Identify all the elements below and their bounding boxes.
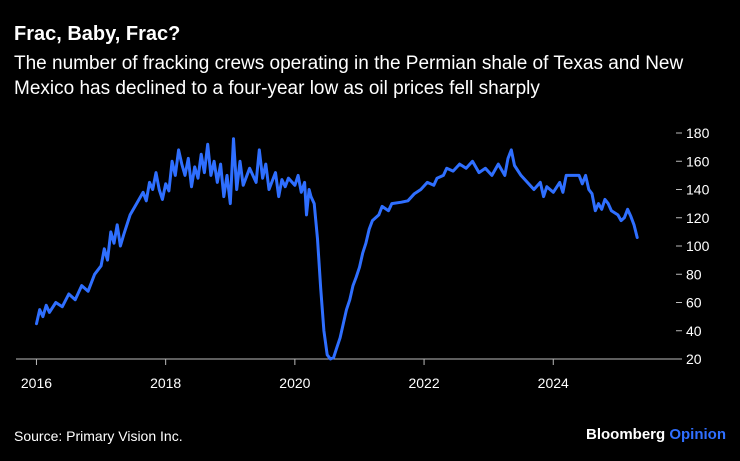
- y-tick-label: 40: [686, 323, 702, 339]
- bloomberg-opinion-logo: Bloomberg Opinion: [586, 426, 726, 444]
- y-tick-label: 120: [686, 210, 710, 226]
- x-tick-label: 2022: [408, 375, 439, 391]
- line-chart: 20 40 60 80 100 120 140 160 180 2016 2018 2020 2022 2…: [16, 125, 710, 391]
- y-tick-label: 140: [686, 182, 710, 198]
- y-tick-label: 20: [686, 351, 702, 367]
- y-tick-label: 80: [686, 266, 702, 282]
- y-tick-label: 60: [686, 295, 702, 311]
- source-note: Source: Primary Vision Inc.: [14, 428, 183, 444]
- y-tick-label: 180: [686, 125, 710, 141]
- x-tick-label: 2020: [279, 375, 310, 391]
- chart-subtitle: The number of fracking crews operating i…: [14, 53, 684, 99]
- x-tick-label: 2024: [538, 375, 569, 391]
- y-tick-label: 100: [686, 238, 710, 254]
- series-line-frack-crews: [35, 137, 639, 361]
- y-tick-label: 160: [686, 153, 710, 169]
- x-tick-label: 2018: [150, 375, 181, 391]
- chart-title: Frac, Baby, Frac?: [14, 23, 181, 45]
- brand-section: Opinion: [669, 426, 726, 443]
- x-tick-label: 2016: [21, 375, 52, 391]
- brand-name: Bloomberg: [586, 426, 666, 443]
